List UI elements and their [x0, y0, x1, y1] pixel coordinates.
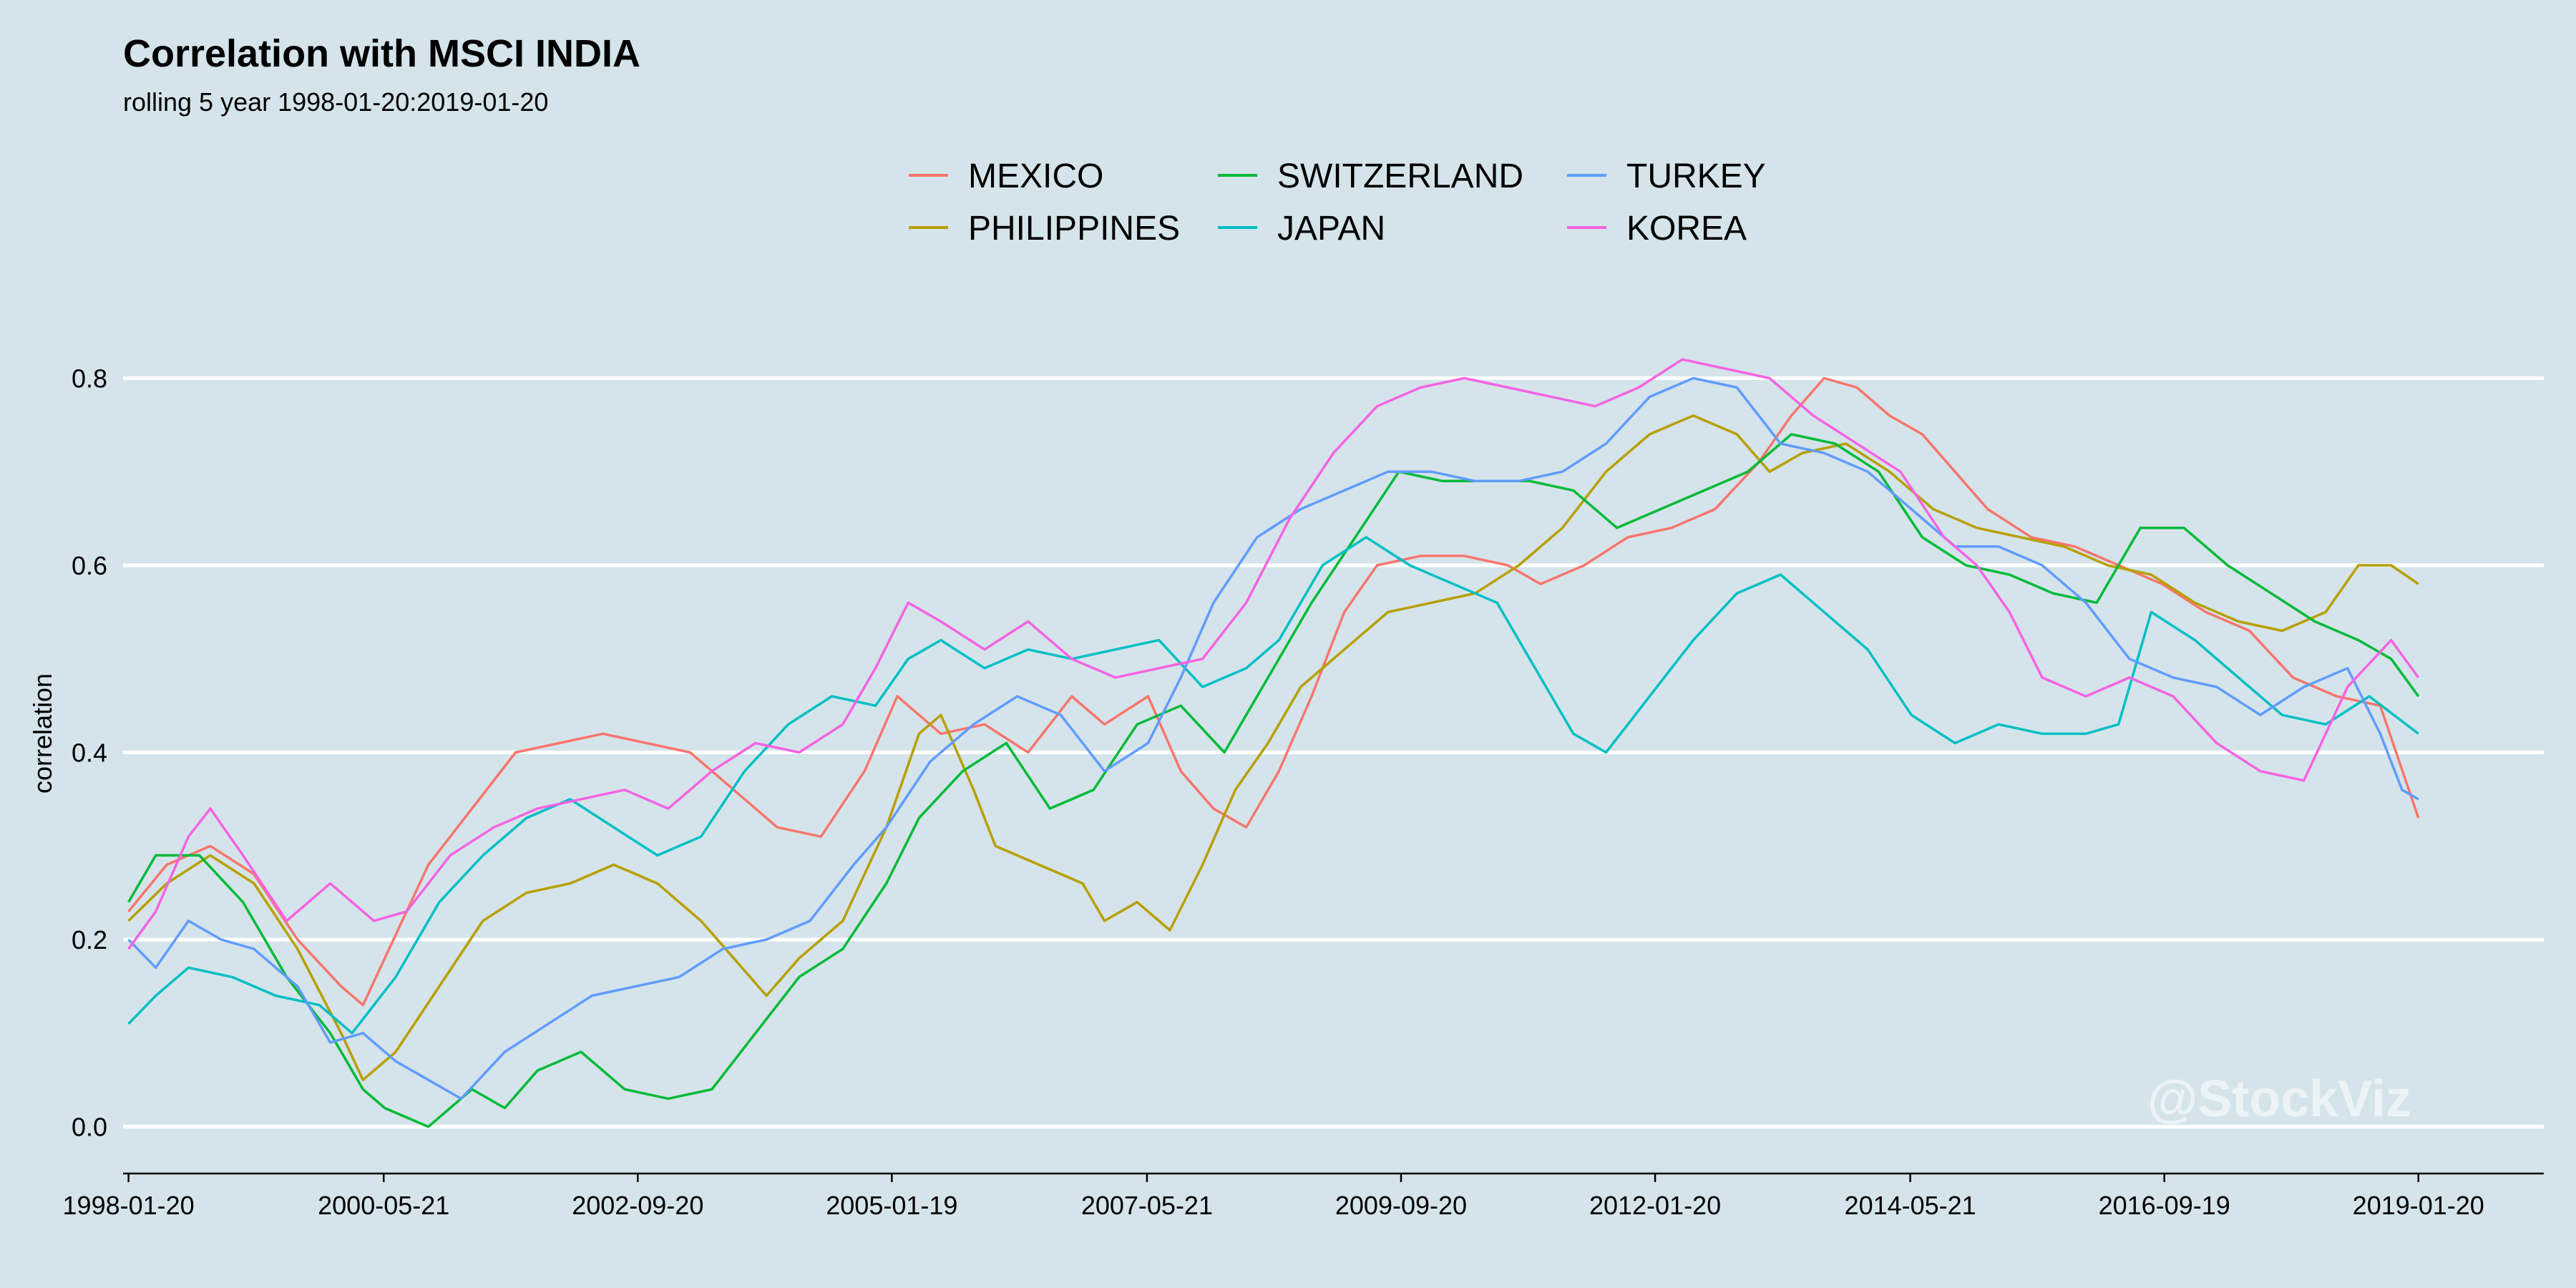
- x-tick-label: 1998-01-20: [63, 1191, 195, 1220]
- y-tick-label: 0.0: [72, 1113, 107, 1142]
- x-tick-label: 2002-09-20: [572, 1191, 703, 1220]
- series-line-korea: [127, 358, 2420, 950]
- x-tick-label: 2009-09-20: [1335, 1191, 1467, 1220]
- x-tick-label: 2016-09-19: [2099, 1191, 2230, 1220]
- x-tick-label: 2005-01-19: [826, 1191, 957, 1220]
- chart-title: Correlation with MSCI INDIA: [123, 32, 640, 75]
- legend-label-philippines: PHILIPPINES: [968, 210, 1180, 248]
- series-lines: [127, 358, 2420, 1128]
- x-tick-label: 2007-05-21: [1081, 1191, 1213, 1220]
- y-axis-label: correlation: [28, 673, 57, 794]
- legend-label-switzerland: SWITZERLAND: [1277, 157, 1523, 195]
- x-tick-label: 2012-01-20: [1589, 1191, 1721, 1220]
- legend-label-korea: KOREA: [1626, 210, 1747, 248]
- series-line-mexico: [127, 376, 2420, 1007]
- y-tick-label: 0.4: [72, 738, 107, 768]
- y-tick-label: 0.8: [72, 364, 107, 393]
- y-gridlines: [123, 376, 2544, 1129]
- x-axis-ticks: 1998-01-20 2000-05-21 2002-09-20 2005-01-19…: [63, 1174, 2484, 1220]
- y-axis-ticks: 0.0 0.2 0.4 0.6 0.8: [72, 364, 107, 1141]
- legend-label-japan: JAPAN: [1277, 210, 1385, 248]
- legend: MEXICO PHILIPPINES SWITZERLAND JAPAN TURKEY K…: [909, 157, 1766, 248]
- watermark: @StockViz: [2147, 1070, 2411, 1128]
- chart-subtitle: rolling 5 year 1998-01-20:2019-01-20: [123, 87, 548, 117]
- legend-label-mexico: MEXICO: [968, 157, 1103, 195]
- y-tick-label: 0.2: [72, 925, 107, 955]
- x-tick-label: 2014-05-21: [1845, 1191, 1976, 1220]
- series-line-philippines: [127, 414, 2419, 1081]
- series-line-turkey: [127, 376, 2419, 1101]
- x-tick-label: 2000-05-21: [318, 1191, 449, 1220]
- series-line-japan: [127, 536, 2419, 1035]
- legend-label-turkey: TURKEY: [1626, 157, 1766, 195]
- y-tick-label: 0.6: [72, 551, 107, 580]
- x-tick-label: 2019-01-20: [2353, 1191, 2484, 1220]
- series-line-switzerland: [127, 433, 2420, 1128]
